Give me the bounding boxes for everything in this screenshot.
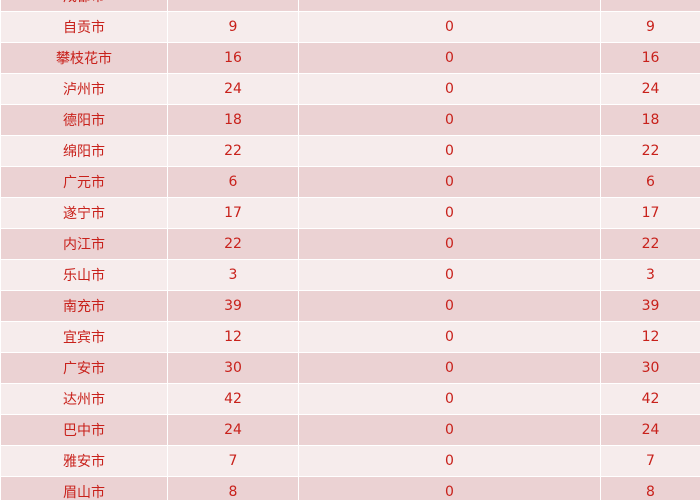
value-cell: 24	[167, 73, 299, 105]
total-cell: 39	[600, 290, 700, 322]
table-row: 广安市 30 0 30	[0, 352, 700, 384]
total-cell: 24	[600, 414, 700, 446]
value-cell: 18	[167, 104, 299, 136]
value-cell: 0	[298, 445, 601, 477]
total-cell: 18	[600, 104, 700, 136]
total-cell: 7	[600, 445, 700, 477]
value-cell: 39	[167, 290, 299, 322]
total-cell: 6	[600, 166, 700, 198]
table-row: 绵阳市 22 0 22	[0, 135, 700, 167]
value-cell: 0	[298, 11, 601, 43]
value-cell: 9	[167, 11, 299, 43]
city-cell: 自贡市	[0, 11, 168, 43]
value-cell: 6	[167, 166, 299, 198]
value-cell: 0	[298, 414, 601, 446]
value-cell: 12	[167, 321, 299, 353]
value-cell: 0	[298, 197, 601, 229]
city-cell: 绵阳市	[0, 135, 168, 167]
value-cell: 24	[167, 414, 299, 446]
table-row: 乐山市 3 0 3	[0, 259, 700, 291]
table-row: 泸州市 24 0 24	[0, 73, 700, 105]
value-cell: 154	[167, 0, 299, 12]
value-cell: 0	[298, 166, 601, 198]
total-cell: 16	[600, 42, 700, 74]
city-cell: 内江市	[0, 228, 168, 260]
value-cell: 0	[298, 228, 601, 260]
value-cell: 3	[167, 259, 299, 291]
table-row: 自贡市 9 0 9	[0, 11, 700, 43]
total-cell: 17	[600, 197, 700, 229]
value-cell: 0	[298, 321, 601, 353]
total-cell	[600, 0, 700, 12]
value-cell: 0	[298, 290, 601, 322]
value-cell: 22	[167, 135, 299, 167]
city-cell: 成都市	[0, 0, 168, 12]
table-row: 攀枝花市 16 0 16	[0, 42, 700, 74]
table-row: 内江市 22 0 22	[0, 228, 700, 260]
total-cell: 22	[600, 135, 700, 167]
table-row: 南充市 39 0 39	[0, 290, 700, 322]
city-cell: 乐山市	[0, 259, 168, 291]
total-cell: 30	[600, 352, 700, 384]
total-cell: 3	[600, 259, 700, 291]
value-cell: 7	[167, 445, 299, 477]
table-row: 雅安市 7 0 7	[0, 445, 700, 477]
table-row: 宜宾市 12 0 12	[0, 321, 700, 353]
value-cell: 0	[298, 352, 601, 384]
table-row: 德阳市 18 0 18	[0, 104, 700, 136]
value-cell: 42	[167, 383, 299, 415]
city-cell: 攀枝花市	[0, 42, 168, 74]
city-cell: 德阳市	[0, 104, 168, 136]
city-cell: 雅安市	[0, 445, 168, 477]
table-row: 遂宁市 17 0 17	[0, 197, 700, 229]
city-cell: 宜宾市	[0, 321, 168, 353]
value-cell: 0	[298, 135, 601, 167]
total-cell: 12	[600, 321, 700, 353]
value-cell: 17	[167, 197, 299, 229]
total-cell: 42	[600, 383, 700, 415]
city-cell: 遂宁市	[0, 197, 168, 229]
table-row: 广元市 6 0 6	[0, 166, 700, 198]
table-row: 成都市1541	[0, 0, 700, 12]
value-cell: 8	[167, 476, 299, 500]
value-cell: 0	[298, 104, 601, 136]
city-cell: 眉山市	[0, 476, 168, 500]
table-row: 眉山市 8 0 8	[0, 476, 700, 500]
value-cell: 0	[298, 383, 601, 415]
value-cell: 22	[167, 228, 299, 260]
value-cell: 1	[298, 0, 601, 12]
city-cell: 广元市	[0, 166, 168, 198]
total-cell: 22	[600, 228, 700, 260]
table-row: 巴中市 24 0 24	[0, 414, 700, 446]
value-cell: 0	[298, 476, 601, 500]
table-row: 达州市 42 0 42	[0, 383, 700, 415]
value-cell: 30	[167, 352, 299, 384]
city-cell: 泸州市	[0, 73, 168, 105]
total-cell: 24	[600, 73, 700, 105]
total-cell: 9	[600, 11, 700, 43]
city-cell: 巴中市	[0, 414, 168, 446]
value-cell: 0	[298, 42, 601, 74]
city-cell: 南充市	[0, 290, 168, 322]
city-cell: 达州市	[0, 383, 168, 415]
total-cell: 8	[600, 476, 700, 500]
value-cell: 0	[298, 259, 601, 291]
value-cell: 16	[167, 42, 299, 74]
city-cell: 广安市	[0, 352, 168, 384]
value-cell: 0	[298, 73, 601, 105]
